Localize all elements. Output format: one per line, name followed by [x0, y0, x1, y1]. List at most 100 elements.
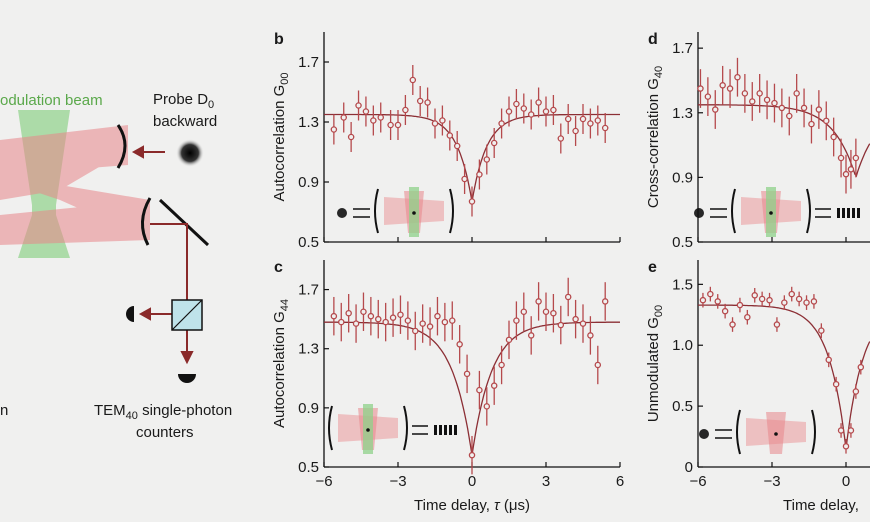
data-marker [456, 341, 463, 348]
data-point [572, 116, 579, 146]
data-point [564, 277, 572, 317]
data-marker [330, 312, 338, 320]
data-point [338, 302, 345, 342]
data-marker [330, 126, 338, 133]
y-tick-label: 1.7 [298, 282, 319, 299]
data-point [594, 105, 602, 136]
data-marker [347, 133, 355, 141]
inset-schematic [337, 187, 454, 237]
data-point [744, 309, 751, 325]
data-point [699, 292, 707, 308]
panel-letter-c: c [274, 259, 283, 276]
data-marker [587, 120, 594, 127]
x-axis-label-e: Time delay, [783, 497, 859, 514]
counters-label: TEM40 single-photon [94, 402, 232, 422]
inset-atom [769, 211, 773, 215]
data-marker [825, 356, 832, 364]
data-point [431, 108, 439, 139]
data-point [697, 69, 704, 108]
data-marker [729, 321, 736, 328]
data-marker [771, 99, 778, 107]
data-point [404, 301, 412, 340]
data-point [498, 108, 505, 139]
data-marker [773, 321, 781, 328]
pickoff-mirror [158, 198, 210, 247]
data-point [449, 301, 456, 340]
data-point [726, 69, 734, 108]
data-point [382, 302, 389, 342]
data-point [803, 295, 810, 310]
data-marker [505, 336, 513, 344]
data-marker [766, 296, 773, 304]
x-tick-label: −6 [315, 473, 332, 490]
data-marker [788, 290, 795, 298]
inset-spot-icon [694, 208, 704, 218]
data-point [557, 123, 565, 154]
cavity-mirror-bottom [141, 197, 152, 246]
data-marker [719, 82, 726, 89]
x-tick-label: 3 [542, 473, 550, 490]
inset-schematic [328, 404, 457, 454]
data-marker [382, 318, 389, 326]
data-marker [338, 318, 345, 326]
panel-c: 0.5 0.9 1.3 1.7 −6 −3 0 3 6 c Autocorrelation G44 T… [271, 259, 624, 514]
output-path [150, 223, 188, 355]
data-marker [793, 90, 800, 97]
data-marker [505, 108, 513, 115]
data-point [340, 102, 347, 133]
data-marker [498, 361, 505, 369]
data-point [434, 296, 441, 336]
data-point [830, 117, 837, 157]
data-point [734, 57, 741, 97]
data-point [402, 95, 409, 125]
data-point [463, 354, 471, 394]
data-point [808, 104, 815, 144]
x-tick-label: −6 [689, 473, 706, 490]
data-marker [476, 171, 483, 178]
data-point [352, 304, 360, 343]
data-point [535, 87, 542, 118]
y-axis-label-d: Cross-correlation G40 [645, 66, 665, 208]
data-point [847, 423, 855, 438]
panel-letter-b: b [274, 31, 284, 48]
data-marker [513, 317, 520, 324]
data-point [412, 311, 419, 351]
data-marker [741, 90, 749, 97]
data-point [419, 304, 426, 343]
data-point [520, 292, 528, 331]
data-marker [842, 170, 850, 178]
data-point [542, 292, 550, 331]
inset-mirror [449, 188, 454, 234]
data-point [468, 186, 476, 217]
data-point [468, 435, 476, 475]
data-marker [468, 451, 476, 459]
data-marker [832, 380, 840, 388]
data-marker [441, 318, 449, 326]
y-tick-label: 0 [685, 459, 693, 476]
x-axis-label-c: Time delay, τ (μs) [414, 497, 530, 514]
data-marker [852, 388, 860, 395]
panel-letter-e: e [648, 259, 657, 276]
inset-mirror [328, 405, 333, 451]
data-marker [490, 139, 498, 147]
data-marker [402, 106, 409, 114]
data-point [439, 105, 446, 136]
data-marker [468, 198, 476, 205]
y-axis-label-c: Autocorrelation G44 [271, 299, 291, 428]
data-point [800, 88, 808, 128]
data-point [579, 304, 587, 343]
data-point [714, 294, 721, 309]
data-marker [340, 114, 347, 121]
probe-spot [176, 139, 204, 167]
data-point [795, 291, 803, 307]
data-marker [734, 73, 741, 81]
data-point [483, 144, 491, 175]
data-marker [756, 90, 763, 97]
data-marker [749, 98, 756, 105]
data-marker [818, 327, 825, 334]
data-marker [426, 323, 434, 330]
data-marker [476, 386, 483, 394]
data-marker [387, 121, 394, 129]
y-tick-label: 1.5 [672, 276, 693, 293]
data-marker [542, 308, 550, 315]
